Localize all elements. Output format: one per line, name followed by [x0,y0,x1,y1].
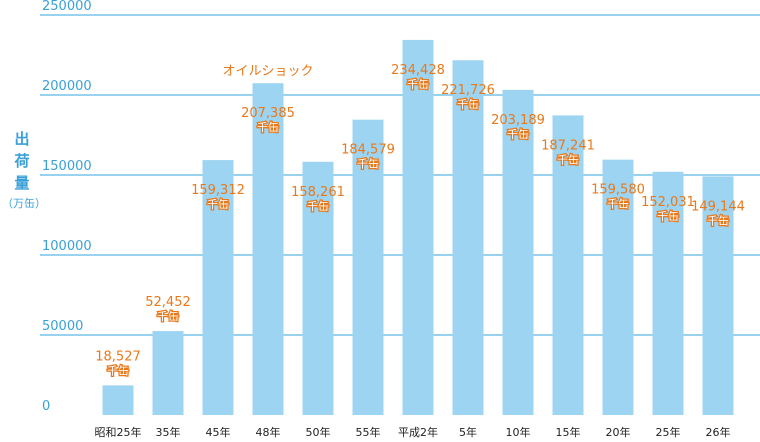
value-unit-label: 千缶 [207,197,229,211]
y-tick-label: 250000 [42,0,92,14]
bar [452,60,484,415]
value-unit-label: 千缶 [457,97,479,111]
annotation-label: オイルショック [222,64,313,79]
grid-lines [40,14,760,336]
x-tick-label: 35年 [156,425,181,439]
y-axis-title-char: 荷 [14,152,30,170]
value-label: 52,452 [145,295,191,310]
value-label: 187,241 [541,138,595,153]
bar [202,160,234,415]
bars [102,39,734,416]
value-label: 221,726 [441,83,495,98]
value-unit-label: 千缶 [507,127,529,141]
x-tick-label: 20年 [606,425,631,439]
value-label: 152,031 [641,195,695,210]
x-tick-label: 昭和25年 [95,425,142,439]
bar [102,385,134,415]
value-unit-label: 千缶 [557,152,579,166]
value-unit-label: 千缶 [657,209,679,223]
value-label: 234,428 [391,63,445,78]
x-tick-label: 26年 [706,425,731,439]
bar [502,89,534,416]
value-label: 207,385 [241,106,295,121]
value-label: 149,144 [691,199,745,214]
x-tick-label: 15年 [556,425,581,439]
y-tick-label: 50000 [42,319,83,334]
x-tick-label: 50年 [306,425,331,439]
x-tick-label: 25年 [656,425,681,439]
x-tick-label: 55年 [356,425,381,439]
bar [302,161,334,415]
value-label: 203,189 [491,113,545,128]
value-label: 159,580 [591,183,645,198]
y-tick-labels: 0 50000 100000 150000 200000 250000 [42,0,92,414]
x-tick-label: 平成2年 [398,425,438,439]
bar [552,115,584,415]
value-unit-label: 千缶 [607,197,629,211]
bar [652,171,684,415]
value-unit-label: 千缶 [107,363,129,377]
annotations: オイルショック [222,64,313,79]
y-tick-label: 150000 [42,159,92,174]
value-unit-label: 千缶 [707,213,729,227]
x-tick-label: 45年 [206,425,231,439]
y-tick-label: 100000 [42,239,92,254]
bar [352,119,384,416]
y-axis-title-char: 量 [14,174,30,192]
x-tick-label: 48年 [256,425,281,439]
bar [402,39,434,416]
value-unit-label: 千缶 [157,309,179,323]
y-axis-title: 出 荷 量 [10,128,34,194]
value-unit-label: 千缶 [257,120,279,134]
y-tick-label: 200000 [42,79,92,94]
x-tick-label: 10年 [506,425,531,439]
value-label: 184,579 [341,143,395,158]
value-unit-label: 千缶 [357,157,379,171]
x-tick-label: 5年 [459,425,477,439]
bar [602,159,634,415]
value-label: 158,261 [291,185,345,200]
bar [702,176,734,415]
bar [152,331,184,415]
bar [252,83,284,416]
value-unit-label: 千缶 [407,77,429,91]
y-axis-title-char: 出 [14,130,30,148]
y-axis-unit: （万缶） [2,197,46,210]
value-label: 159,312 [191,183,245,198]
x-tick-labels: 昭和25年 35年 45年 48年 50年 55年 平成2年 5年 10年 15年 20年 25年 26… [95,425,731,439]
y-tick-label: 0 [42,399,50,414]
value-label: 18,527 [95,349,141,364]
value-unit-label: 千缶 [307,199,329,213]
value-labels: 18,527千缶52,452千缶159,312千缶207,385千缶158,26… [95,63,745,379]
